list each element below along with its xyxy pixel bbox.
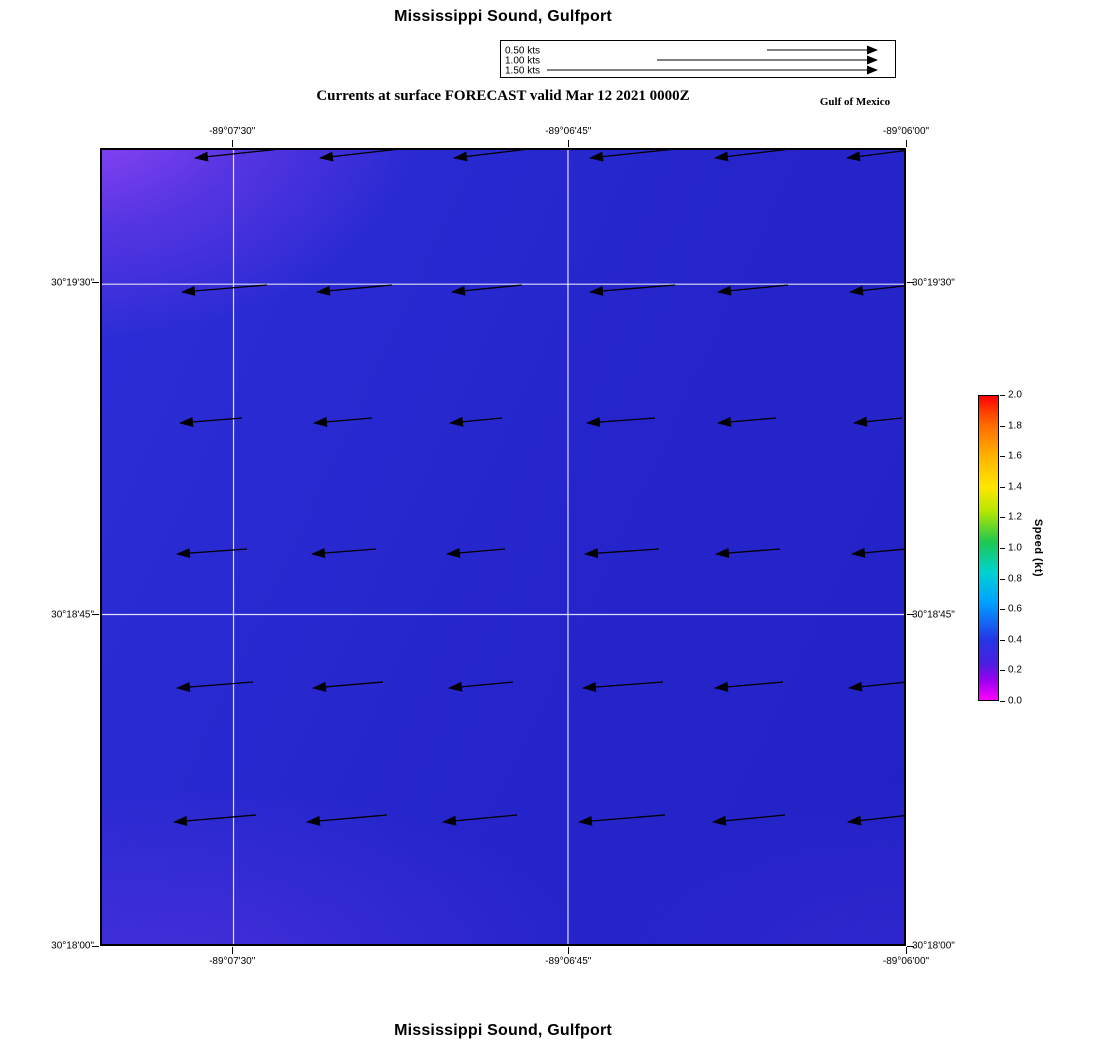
current-vector-arrow xyxy=(851,547,904,558)
current-vector-arrow xyxy=(582,681,664,693)
x-axis-tick-bottom xyxy=(905,947,907,954)
colorbar-axis-label: Speed (kt) xyxy=(1032,518,1044,578)
y-axis-tick-left xyxy=(92,614,99,616)
y-axis-tick-left xyxy=(92,945,99,947)
colorbar-tick-label: 1.2 xyxy=(1008,511,1022,523)
colorbar-tick xyxy=(1000,456,1005,458)
current-vector-arrow xyxy=(714,150,788,162)
legend-entry-label: 1.00 kts xyxy=(505,56,540,67)
x-axis-label-top: -89°06'00" xyxy=(882,126,930,137)
colorbar-tick xyxy=(1000,548,1005,549)
current-vector-arrow xyxy=(849,285,904,296)
colorbar-tick xyxy=(1000,517,1005,519)
x-axis-tick-bottom xyxy=(567,947,569,954)
colorbar-tick xyxy=(1000,425,1005,427)
colorbar-tick-label: 0.0 xyxy=(1008,695,1022,707)
colorbar xyxy=(978,395,999,701)
colorbar-tick-label: 0.2 xyxy=(1008,664,1022,676)
current-vector-arrow xyxy=(584,548,660,559)
x-axis-label-bottom: -89°06'45" xyxy=(545,956,592,967)
colorbar-tick-label: 1.0 xyxy=(1008,542,1022,554)
current-vector-arrow xyxy=(586,417,656,428)
forecast-subtitle: Currents at surface FORECAST valid Mar 1… xyxy=(316,88,690,104)
y-axis-tick-left xyxy=(92,282,99,284)
current-vector-arrow xyxy=(848,681,904,692)
current-vector-arrow xyxy=(717,416,777,427)
y-axis-label-right: 30°18'45" xyxy=(912,609,955,621)
current-vector-arrow xyxy=(714,681,784,692)
current-vector-arrow xyxy=(847,815,904,826)
x-axis-label-bottom: -89°07'30" xyxy=(209,956,256,967)
y-axis-label-left: 30°19'30" xyxy=(51,277,94,289)
x-axis-label-top: -89°07'30" xyxy=(209,126,256,137)
current-vector-arrow xyxy=(312,681,384,692)
current-vector-arrow xyxy=(446,547,506,558)
x-axis-tick-top xyxy=(231,140,233,147)
current-vector-arrow xyxy=(453,150,527,162)
map-plot-area xyxy=(100,148,906,946)
current-vector-arrow xyxy=(717,284,789,296)
current-vector-arrow xyxy=(306,814,388,826)
current-vector-arrow xyxy=(589,284,676,296)
y-axis-label-right: 30°19'30" xyxy=(912,277,955,289)
current-vector-arrow xyxy=(442,814,518,826)
colorbar-tick xyxy=(1000,701,1005,702)
current-vector-arrow xyxy=(578,814,666,826)
current-vector-arrow xyxy=(712,814,786,826)
legend-entry-label: 0.50 kts xyxy=(505,46,540,57)
x-axis-tick-top xyxy=(567,140,569,147)
current-vector-arrow xyxy=(319,150,397,162)
x-axis-tick-top xyxy=(905,140,907,147)
colorbar-tick xyxy=(1000,609,1005,611)
colorbar-tick-label: 1.4 xyxy=(1008,481,1022,493)
page-title: Mississippi Sound, Gulfport xyxy=(394,8,612,25)
current-vector-arrow xyxy=(176,548,248,559)
y-axis-tick-right xyxy=(907,945,914,947)
footer-title: Mississippi Sound, Gulfport xyxy=(394,1022,612,1039)
y-axis-tick-right xyxy=(907,282,914,284)
colorbar-tick xyxy=(1000,578,1005,580)
basin-label: Gulf of Mexico xyxy=(819,96,891,108)
vector-scale-legend: 0.50 kts 1.00 kts 1.50 kts xyxy=(500,40,896,78)
colorbar-tick-label: 0.4 xyxy=(1008,634,1022,646)
colorbar-tick xyxy=(1000,486,1005,488)
colorbar-tick-label: 2.0 xyxy=(1008,389,1022,401)
current-vector-arrow xyxy=(451,284,523,296)
current-vector-arrow xyxy=(173,814,257,826)
current-vector-arrow xyxy=(589,150,672,162)
current-vector-arrow xyxy=(313,416,373,427)
colorbar-tick xyxy=(1000,670,1005,672)
current-vector-arrow xyxy=(853,416,903,427)
current-vector-arrow xyxy=(311,548,377,558)
current-vector-arrow xyxy=(179,416,243,427)
current-vector-arrow xyxy=(715,548,781,558)
colorbar-tick xyxy=(1000,639,1005,641)
colorbar-tick-label: 0.6 xyxy=(1008,603,1022,615)
current-vector-arrow xyxy=(176,681,254,692)
x-axis-label-top: -89°06'45" xyxy=(545,126,592,137)
current-vector-arrow xyxy=(181,284,268,296)
vector-field-layer xyxy=(102,150,904,944)
y-axis-label-left: 30°18'00" xyxy=(51,940,94,952)
colorbar-tick-label: 1.8 xyxy=(1008,420,1022,432)
current-vector-arrow xyxy=(449,416,503,427)
current-vector-arrow xyxy=(316,284,393,296)
legend-entry-label: 1.50 kts xyxy=(505,66,540,77)
current-vector-arrow xyxy=(846,150,904,162)
colorbar-tick xyxy=(1000,395,1005,396)
current-vector-arrow xyxy=(448,681,514,692)
x-axis-label-bottom: -89°06'00" xyxy=(882,956,930,967)
y-axis-label-left: 30°18'45" xyxy=(51,609,94,621)
y-axis-label-right: 30°18'00" xyxy=(912,940,955,952)
x-axis-tick-bottom xyxy=(231,947,233,954)
current-vector-arrow xyxy=(194,150,277,162)
y-axis-tick-right xyxy=(907,614,914,616)
colorbar-tick-label: 0.8 xyxy=(1008,573,1022,585)
colorbar-tick-label: 1.6 xyxy=(1008,450,1022,462)
